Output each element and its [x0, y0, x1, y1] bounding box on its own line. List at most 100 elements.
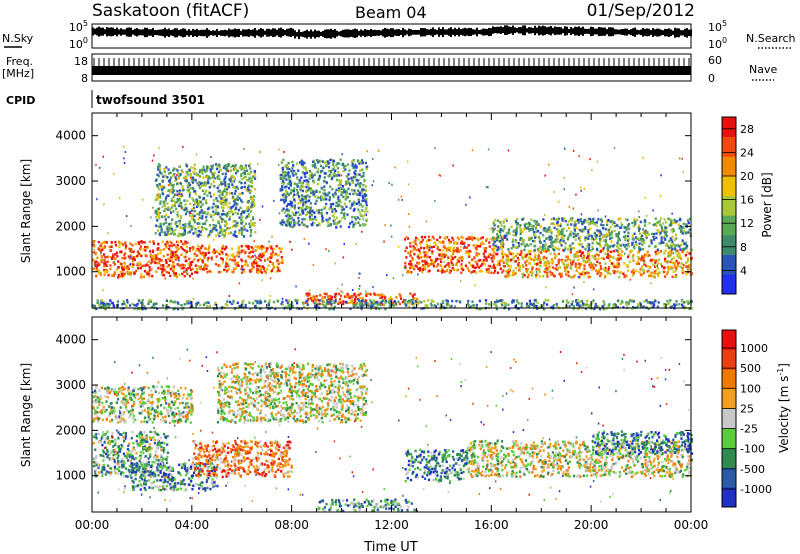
heatmap-cell [183, 264, 186, 267]
heatmap-cell [240, 245, 243, 248]
heatmap-cell [588, 263, 591, 267]
heatmap-cell [578, 236, 581, 240]
heatmap-cell [680, 230, 683, 234]
heatmap-cell [584, 260, 587, 263]
heatmap-cell [176, 234, 179, 238]
heatmap-cell [165, 166, 168, 169]
heatmap-cell [512, 252, 515, 255]
heatmap-cell [358, 162, 361, 165]
heatmap-cell [244, 250, 247, 254]
heatmap-cell [196, 199, 199, 202]
heatmap-cell [650, 274, 653, 278]
heatmap-cell [594, 264, 597, 267]
heatmap-cell [665, 234, 668, 238]
heatmap-cell [180, 253, 183, 256]
heatmap-cell [306, 298, 309, 301]
heatmap-cell [308, 199, 311, 202]
heatmap-cell [361, 196, 365, 199]
heatmap-cell [633, 217, 636, 221]
heatmap-cell [241, 229, 244, 232]
heatmap-cell [567, 274, 570, 277]
heatmap-cell [652, 275, 655, 278]
heatmap-cell [340, 191, 343, 194]
heatmap-cell [186, 184, 189, 187]
heatmap-cell [158, 249, 161, 252]
heatmap-cell [496, 219, 500, 222]
heatmap-cell [618, 276, 621, 279]
heatmap-cell [221, 213, 224, 216]
heatmap-cell [623, 245, 626, 248]
heatmap-cell [102, 304, 105, 307]
heatmap-cell [240, 231, 244, 235]
heatmap-cell [189, 202, 192, 206]
heatmap-cell [676, 254, 679, 257]
heatmap-cell [156, 173, 159, 177]
heatmap-cell [626, 243, 630, 246]
heatmap-cell [596, 242, 599, 245]
heatmap-cell [328, 197, 332, 200]
heatmap-cell [121, 303, 124, 306]
heatmap-cell [223, 234, 227, 237]
heatmap-cell [353, 207, 356, 211]
heatmap-cell [192, 248, 195, 251]
heatmap-cell [205, 267, 208, 270]
heatmap-cell [166, 202, 169, 205]
heatmap-cell [551, 244, 554, 248]
heatmap-cell [335, 216, 338, 219]
heatmap-cell [658, 271, 661, 274]
heatmap-cell [240, 173, 243, 176]
heatmap-cell [381, 303, 384, 306]
heatmap-cell [181, 263, 184, 267]
heatmap-cell [224, 247, 227, 251]
heatmap-cell [189, 224, 192, 228]
heatmap-cell [183, 199, 186, 202]
heatmap-cell [359, 301, 362, 305]
heatmap-cell [613, 225, 616, 228]
heatmap-cell [165, 213, 168, 216]
heatmap-cell [202, 176, 205, 179]
heatmap-cell [320, 198, 323, 202]
heatmap-cell [195, 249, 198, 252]
heatmap-cell [229, 169, 232, 172]
heatmap-cell [444, 265, 447, 268]
heatmap-cell [664, 257, 667, 261]
heatmap-cell [323, 189, 326, 192]
heatmap-cell [343, 188, 346, 191]
heatmap-cell [328, 217, 331, 220]
heatmap-cell [416, 255, 419, 259]
heatmap-cell [352, 159, 355, 162]
heatmap-cell [666, 270, 669, 274]
heatmap-cell [441, 253, 444, 256]
heatmap-cell [214, 301, 217, 305]
heatmap-cell [687, 219, 690, 222]
heatmap-cell [602, 235, 605, 238]
heatmap-cell [175, 225, 178, 228]
heatmap-cell [136, 307, 139, 311]
heatmap-cell [458, 299, 461, 303]
heatmap-cell [346, 292, 349, 296]
heatmap-cell [451, 263, 455, 267]
heatmap-cell [335, 201, 338, 204]
heatmap-cell [557, 252, 561, 256]
heatmap-cell [500, 242, 504, 245]
heatmap-cell [335, 292, 338, 296]
heatmap-cell [472, 270, 475, 273]
heatmap-cell [640, 258, 643, 262]
heatmap-cell [299, 213, 302, 216]
heatmap-cell [155, 270, 158, 273]
heatmap-cell [548, 245, 551, 248]
heatmap-cell [617, 253, 620, 257]
heatmap-cell [455, 263, 458, 266]
heatmap-cell [578, 275, 581, 279]
heatmap-cell [235, 171, 238, 175]
heatmap-cell [536, 301, 539, 305]
heatmap-cell [192, 215, 195, 218]
heatmap-cell [631, 307, 634, 310]
heatmap-cell [668, 224, 671, 227]
heatmap-cell [626, 218, 629, 222]
heatmap-cell [608, 266, 611, 269]
heatmap-cell [215, 250, 218, 253]
cpid-label: CPID [6, 94, 35, 107]
heatmap-cell [251, 255, 254, 258]
heatmap-cell [296, 184, 299, 188]
